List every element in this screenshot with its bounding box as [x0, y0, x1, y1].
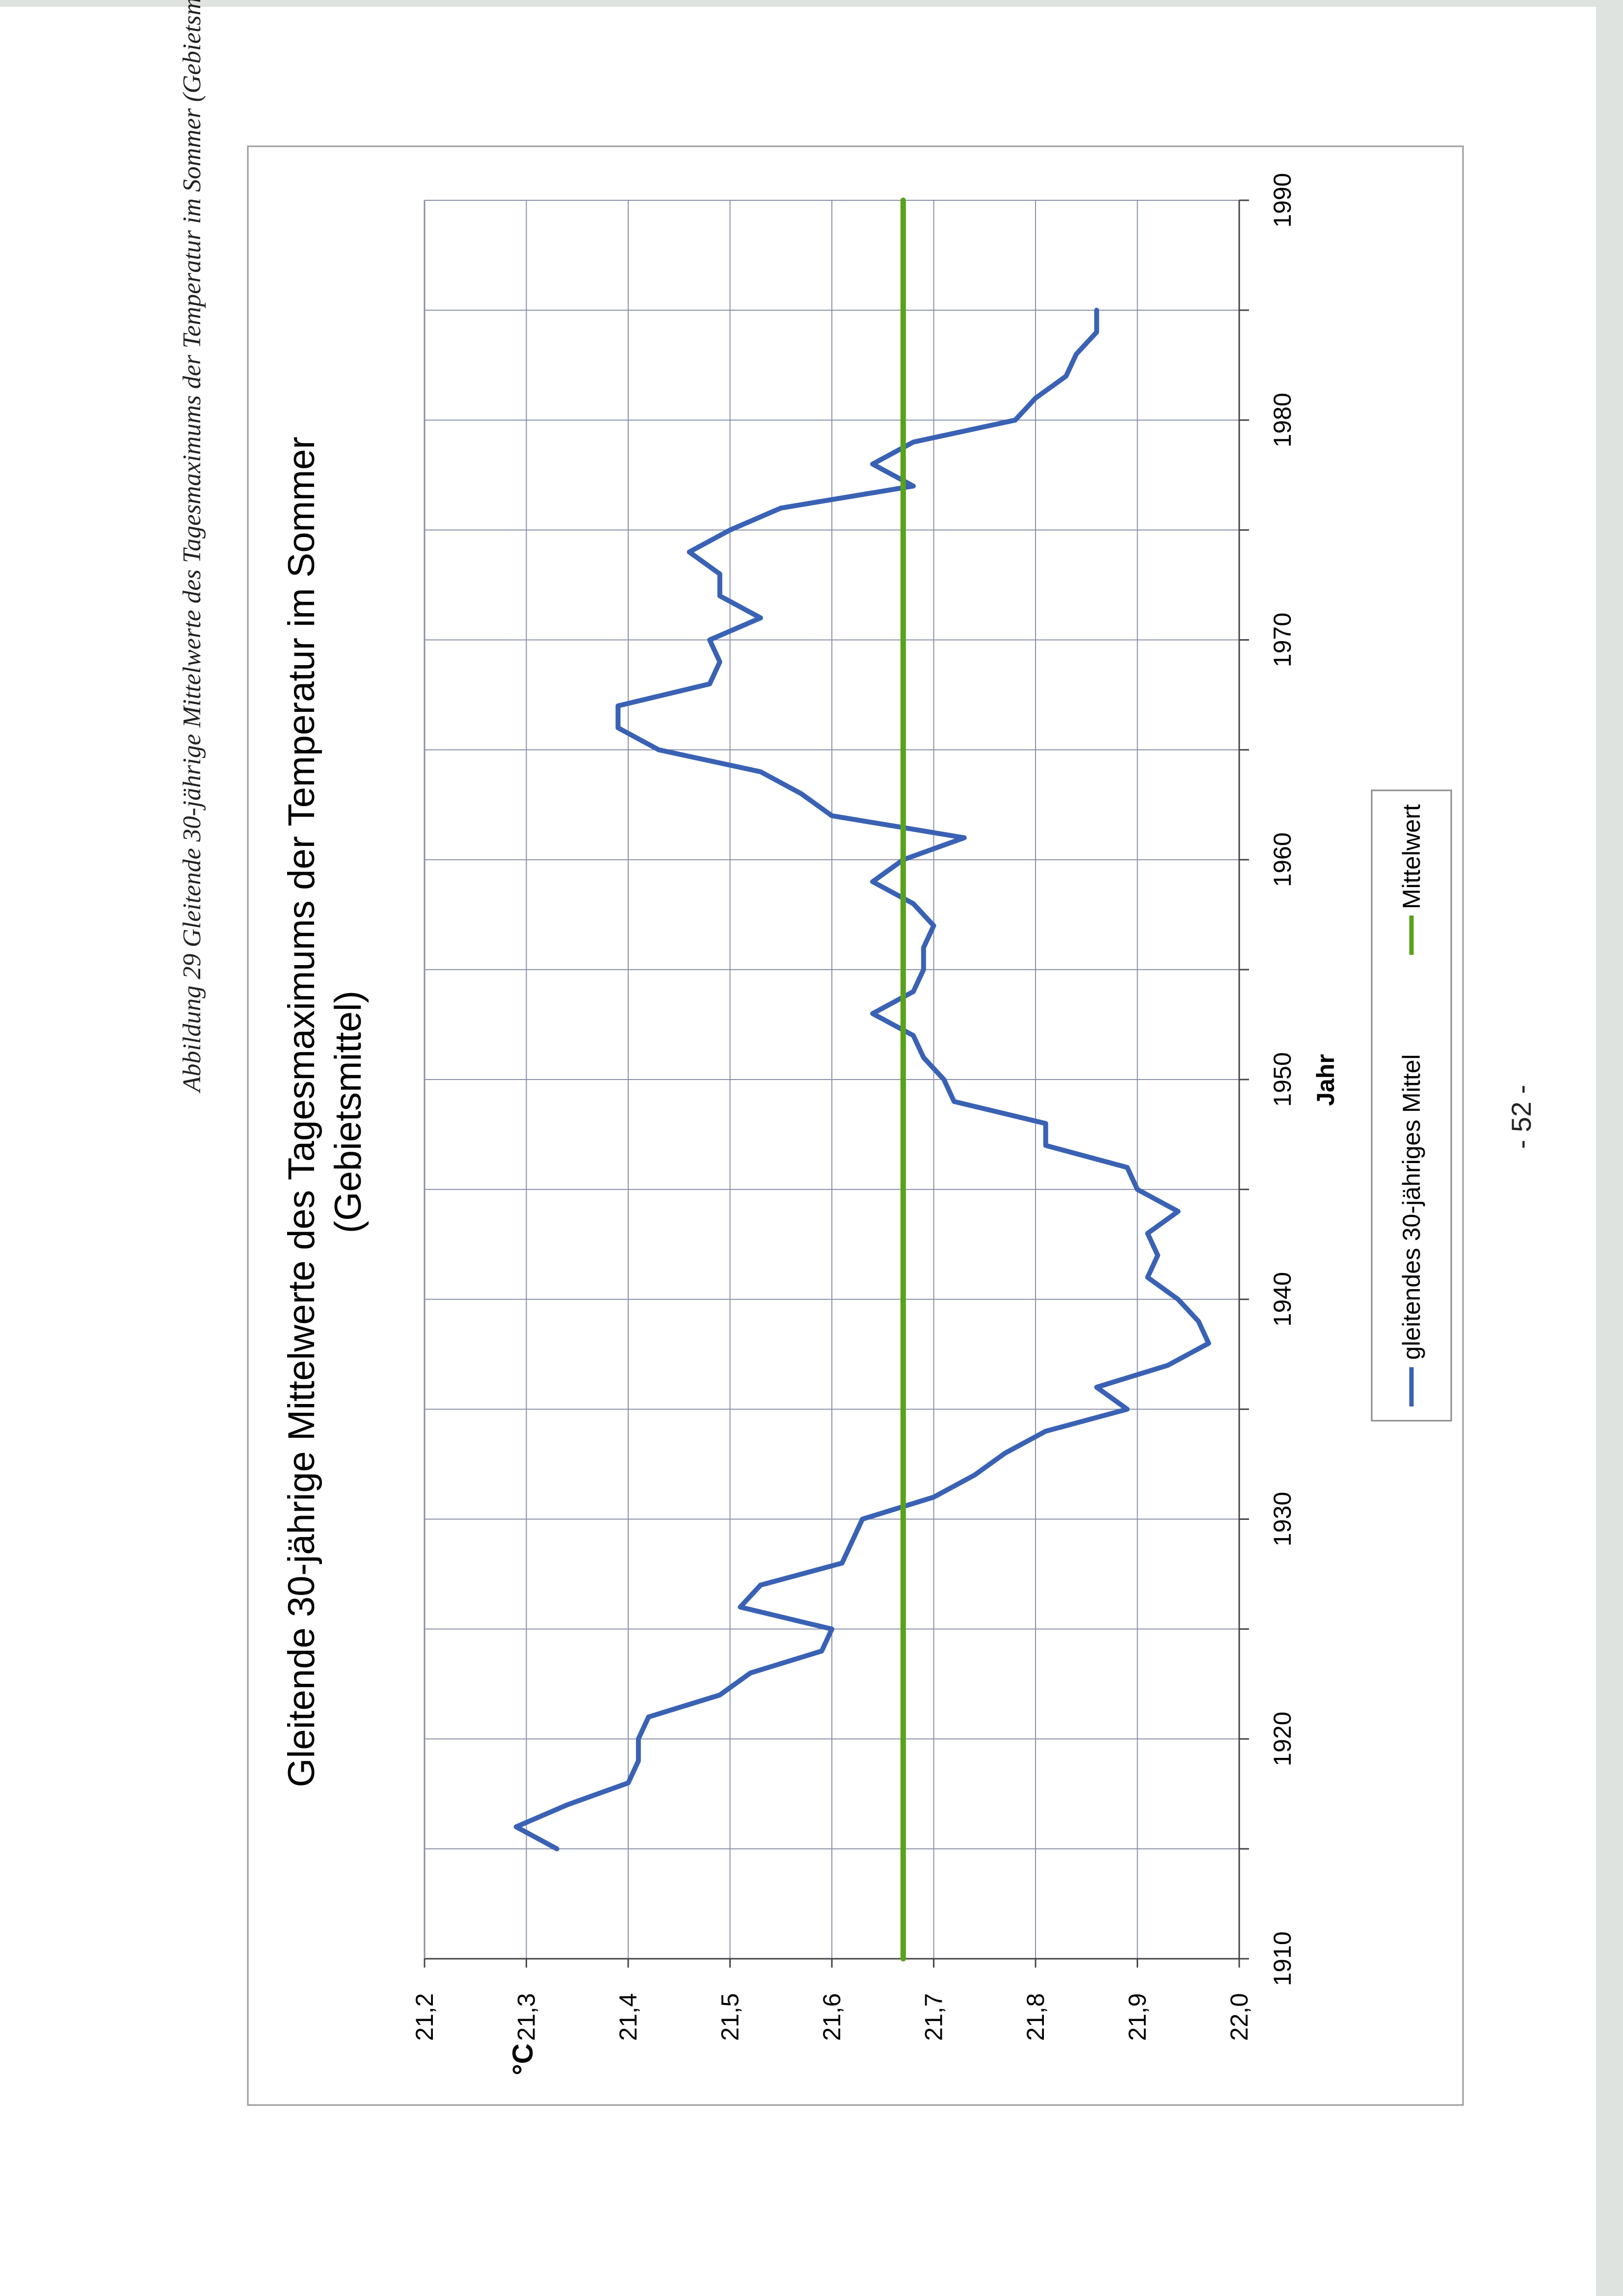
x-tick-label: 1980	[1269, 393, 1296, 447]
series-layer	[513, 197, 1211, 1962]
axes: 21,2 21,3 21,4 21,5 21,6 21,7 21,8 21,9 22,0 1910…	[411, 173, 1296, 2041]
y-tick-label: 21,5	[717, 1993, 744, 2041]
y-tick-label: 21,7	[920, 1993, 948, 2041]
x-tick-label: 1970	[1269, 613, 1296, 667]
series-line-gleitendes-mittel	[513, 307, 1211, 1852]
x-tick-label: 1920	[1269, 1712, 1296, 1766]
legend-label-series: gleitendes 30-jähriges Mittel	[1398, 1054, 1425, 1360]
y-tick-label: 21,9	[1124, 1993, 1151, 2041]
y-tick-label: 21,4	[614, 1993, 642, 2041]
x-tick-label: 1960	[1269, 833, 1296, 887]
y-tick-label: 21,8	[1022, 1993, 1049, 2041]
x-tick-label: 1950	[1269, 1052, 1296, 1107]
page-number: - 52 -	[1506, 1084, 1537, 1149]
chart-subtitle: (Gebietsmittel)	[327, 991, 369, 1233]
legend: gleitendes 30-jähriges Mittel Mittelwert	[1371, 789, 1452, 1422]
y-axis-label: °C	[507, 2043, 539, 2075]
x-tick-label: 1940	[1269, 1272, 1296, 1326]
x-tick-label: 1930	[1269, 1492, 1296, 1546]
legend-label-mean: Mittelwert	[1398, 804, 1425, 909]
y-tick-label: 21,3	[513, 1993, 540, 2041]
y-tick-label: 22,0	[1225, 1993, 1253, 2041]
y-tick-label: 21,2	[411, 1993, 438, 2041]
grid	[424, 200, 1240, 1959]
legend-box	[1371, 789, 1452, 1422]
y-tick-label: 21,6	[818, 1993, 846, 2041]
chart-title: Gleitende 30-jährige Mittelwerte des Tag…	[281, 436, 322, 1787]
x-tick-label: 1990	[1269, 173, 1296, 227]
x-tick-label: 1910	[1269, 1931, 1296, 1986]
x-axis-label: Jahr	[1312, 1054, 1339, 1106]
labels: Gleitende 30-jährige Mittelwerte des Tag…	[281, 436, 1339, 2075]
